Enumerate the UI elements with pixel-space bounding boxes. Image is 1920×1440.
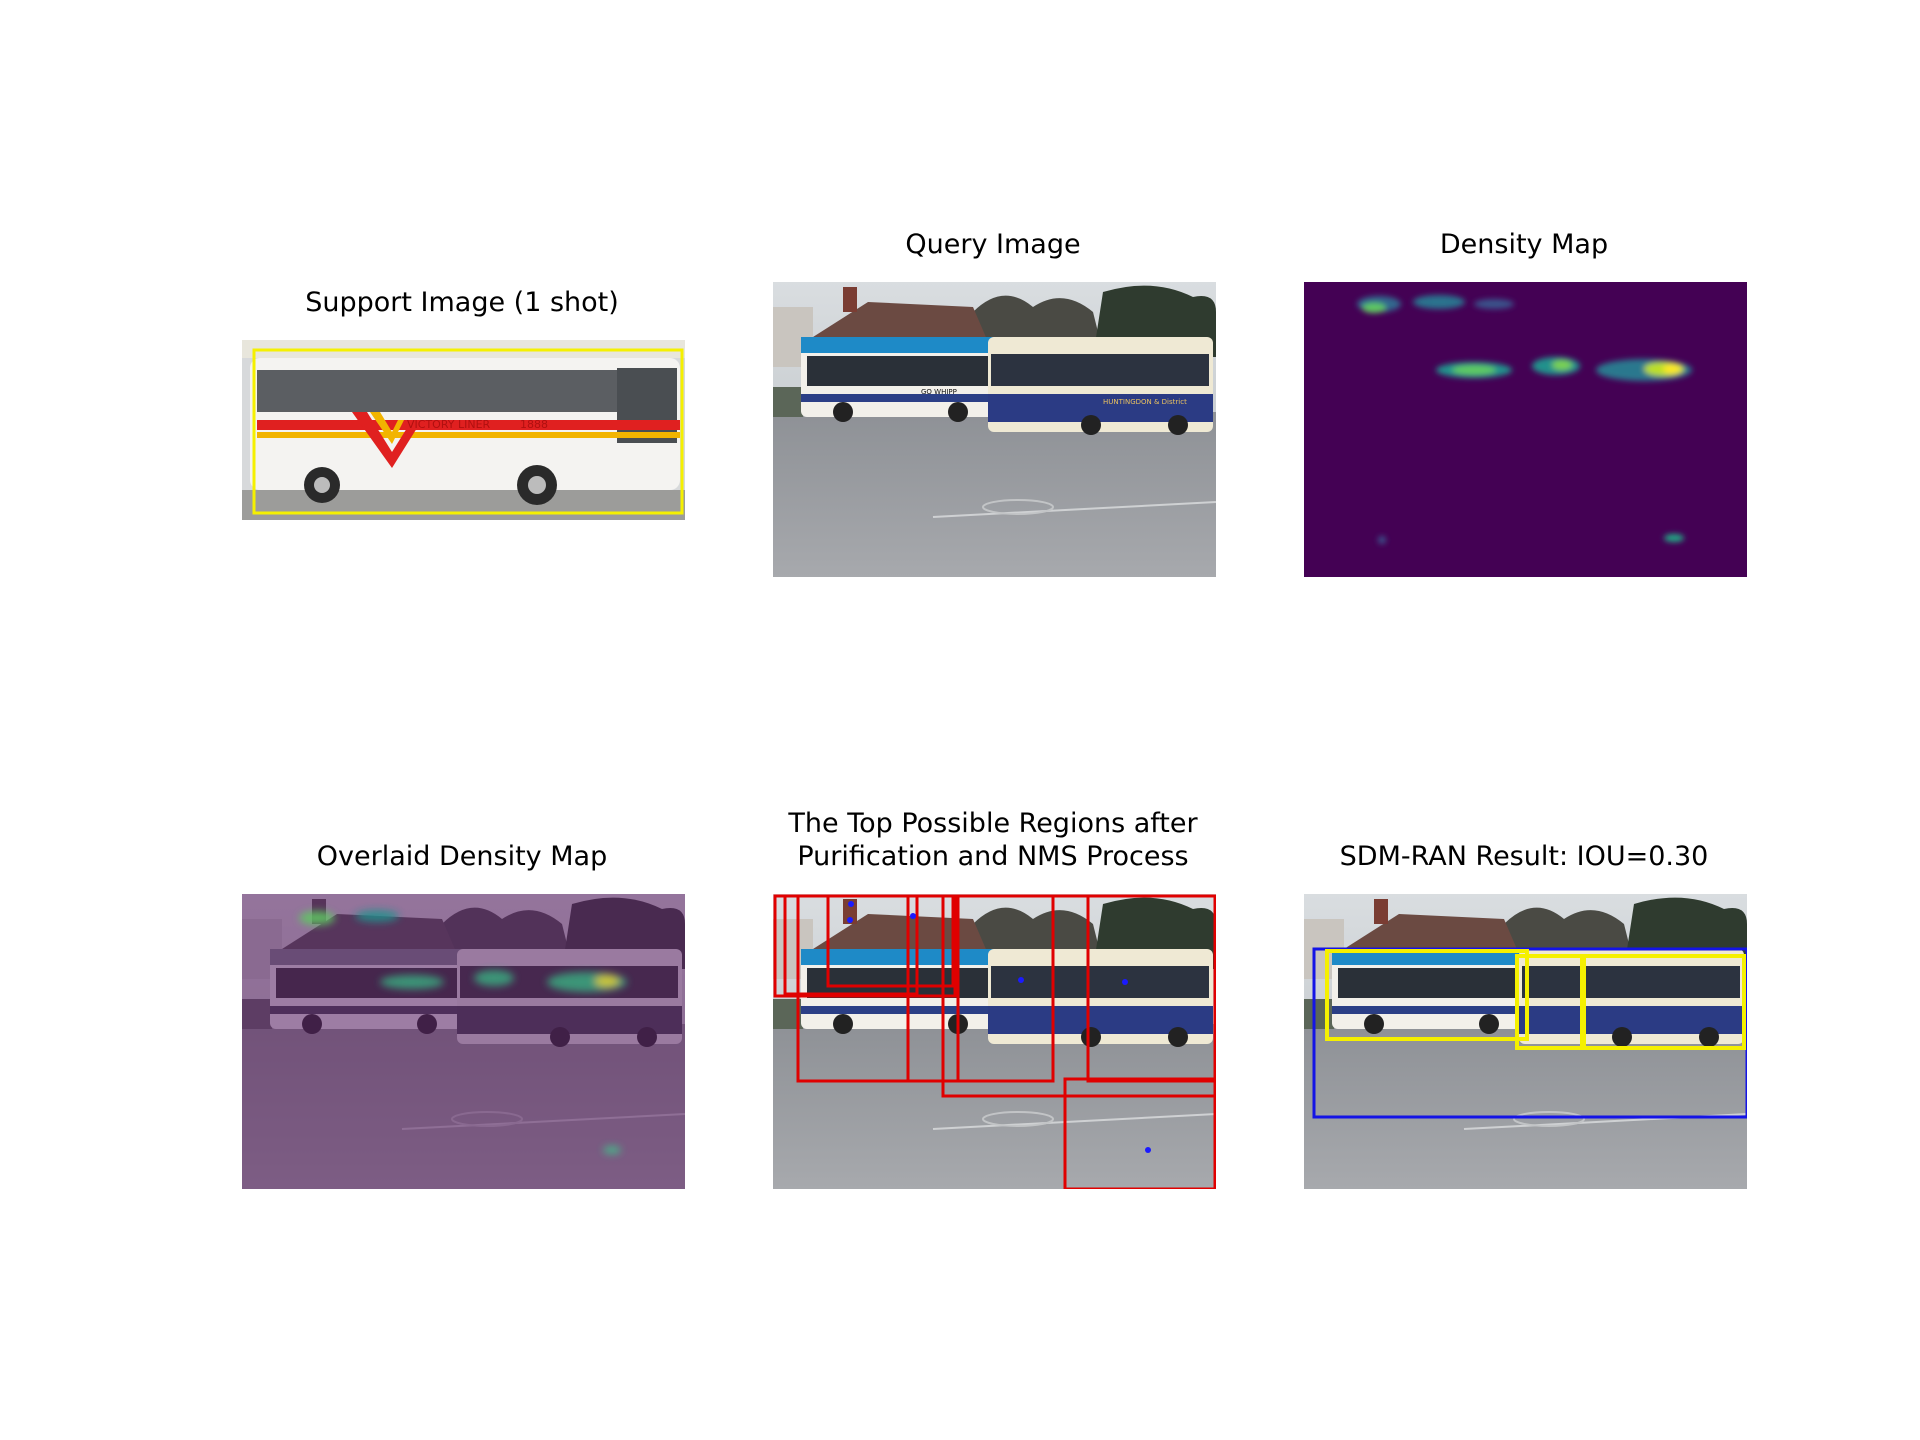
center-point xyxy=(1145,1147,1151,1153)
query-right-bus-text: HUNTINGDON & District xyxy=(1103,398,1187,406)
support-bus-image: VICTORY LINER 1888 xyxy=(242,340,685,520)
center-point xyxy=(910,913,916,919)
center-point xyxy=(848,901,854,907)
ground-truth-box xyxy=(1580,954,1746,1050)
query-image-panel: GO WHIPP HUNTINGDON & District xyxy=(773,282,1216,577)
support-bus-text: VICTORY LINER xyxy=(407,418,491,431)
support-image-title: Support Image (1 shot) xyxy=(305,287,619,318)
region-box xyxy=(1086,894,1216,1083)
region-box xyxy=(1063,1077,1216,1189)
overlaid-density-image xyxy=(242,894,685,1189)
center-point xyxy=(1018,977,1024,983)
sdm-ran-result-image xyxy=(1304,894,1747,1189)
ground-truth-box xyxy=(1325,949,1529,1041)
top-regions-image xyxy=(773,894,1216,1189)
sdm-ran-result-panel xyxy=(1304,894,1747,1189)
support-bounding-box xyxy=(252,348,684,515)
density-map-image xyxy=(1304,282,1747,577)
region-box xyxy=(796,894,960,1083)
query-image-title: Query Image xyxy=(905,229,1081,260)
query-bus-image: GO WHIPP HUNTINGDON & District xyxy=(773,282,1216,577)
top-regions-title: The Top Possible Regions after Purificat… xyxy=(788,808,1198,872)
overlaid-density-map-title: Overlaid Density Map xyxy=(316,841,608,872)
support-image-panel: VICTORY LINER 1888 xyxy=(242,340,685,520)
predicted-box xyxy=(1312,947,1747,1119)
density-map-title: Density Map xyxy=(1439,229,1609,260)
center-point xyxy=(1122,979,1128,985)
center-point xyxy=(847,917,853,923)
density-map-panel xyxy=(1304,282,1747,577)
support-bus-number: 1888 xyxy=(520,418,548,431)
query-left-bus-text: GO WHIPP xyxy=(921,388,957,396)
sdm-ran-result-title: SDM-RAN Result: IOU=0.30 xyxy=(1339,841,1709,872)
overlaid-density-panel xyxy=(242,894,685,1189)
top-regions-panel xyxy=(773,894,1216,1189)
